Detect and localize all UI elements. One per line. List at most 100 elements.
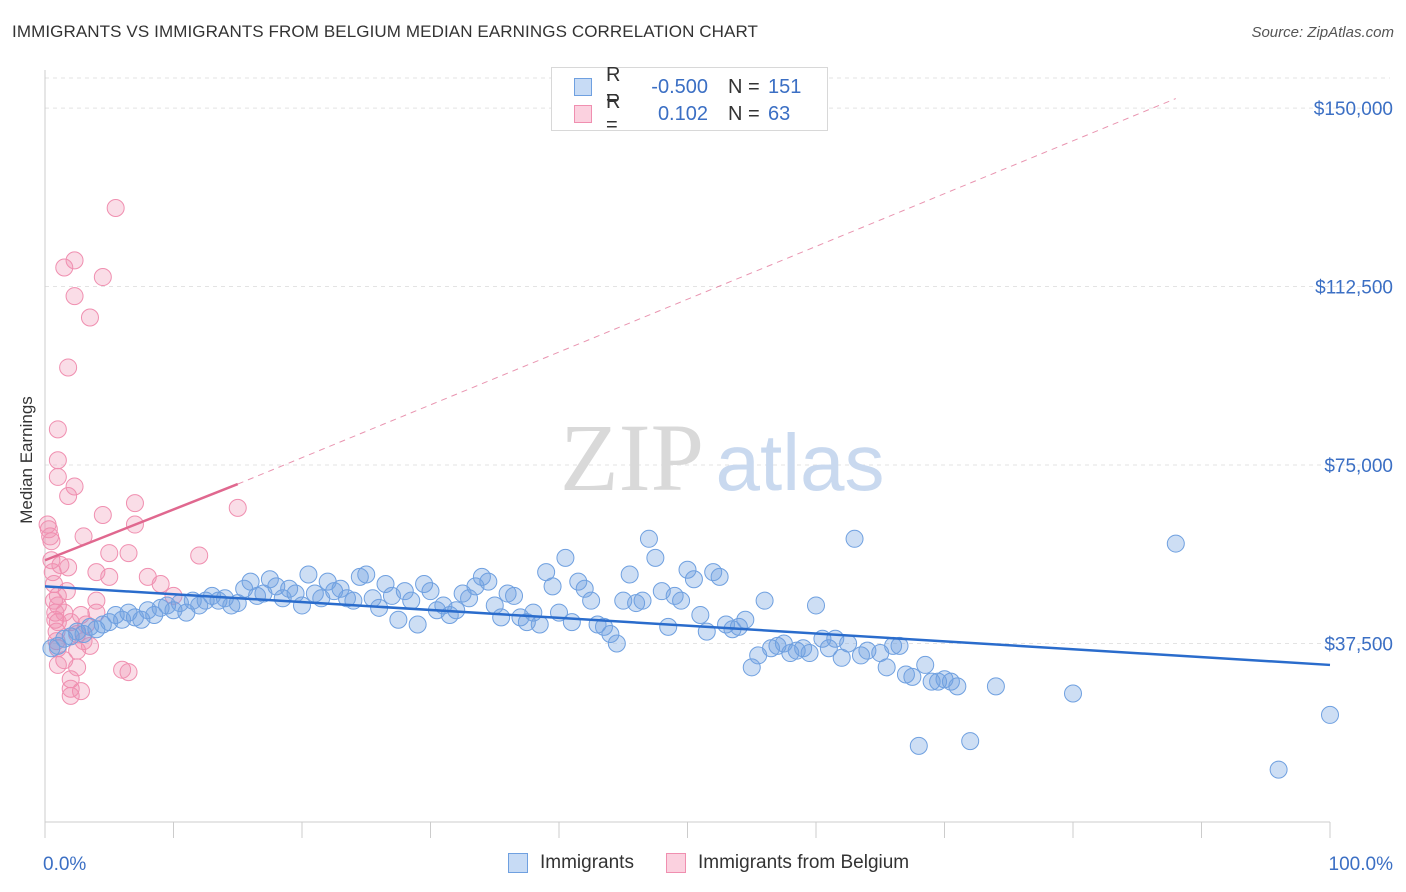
- data-point: [903, 667, 922, 686]
- axes: [44, 70, 1331, 838]
- data-point: [151, 575, 170, 594]
- data-point: [59, 558, 78, 577]
- data-point: [145, 605, 164, 624]
- data-point: [1321, 705, 1339, 724]
- data-point: [839, 634, 858, 653]
- data-point: [280, 579, 299, 598]
- legend-row-belgium: R = 0.102 N = 63: [574, 91, 818, 136]
- data-point: [492, 608, 511, 627]
- data-point: [408, 615, 427, 634]
- data-point: [395, 582, 414, 601]
- chart-title: IMMIGRANTS VS IMMIGRANTS FROM BELGIUM ME…: [12, 22, 759, 41]
- data-point: [93, 268, 112, 287]
- data-point: [909, 736, 928, 755]
- data-point: [479, 572, 498, 591]
- x-tick-label: 0.0%: [43, 854, 86, 875]
- data-point: [61, 613, 80, 632]
- data-point: [505, 586, 524, 605]
- data-point: [125, 494, 144, 513]
- x-tick-labels: 0.0% 100.0%: [43, 854, 1393, 875]
- legend-swatch-pink: [574, 105, 592, 123]
- legend-item-belgium[interactable]: Immigrants from Belgium: [665, 852, 910, 874]
- data-point: [742, 658, 761, 677]
- data-point: [684, 570, 703, 589]
- data-point: [819, 639, 838, 658]
- data-point: [633, 591, 652, 610]
- trend-lines: [44, 98, 1331, 667]
- data-point: [607, 634, 626, 653]
- stats-legend: R = -0.500 N = 151 R = 0.102 N = 63: [551, 64, 828, 136]
- legend-n-label: N =: [728, 75, 760, 98]
- series-immigrants-points: [42, 529, 1339, 779]
- data-point: [42, 532, 61, 551]
- data-point: [299, 565, 318, 584]
- data-point: [556, 548, 575, 567]
- data-point: [65, 251, 84, 270]
- trend-line: [237, 98, 1176, 485]
- data-point: [620, 565, 639, 584]
- trend-line: [44, 482, 239, 562]
- data-point: [665, 586, 684, 605]
- data-point: [80, 636, 99, 655]
- data-point: [659, 617, 678, 636]
- legend-r-value: -0.500: [651, 75, 708, 98]
- data-point: [65, 287, 84, 306]
- data-point: [293, 596, 311, 615]
- legend-label: Immigrants from Belgium: [697, 852, 910, 873]
- data-point: [948, 677, 967, 696]
- data-point: [472, 567, 491, 586]
- data-point: [119, 544, 138, 563]
- data-point: [794, 639, 813, 658]
- data-point: [93, 506, 112, 525]
- y-tick-label: $75,000: [1324, 456, 1393, 477]
- data-point: [331, 579, 350, 598]
- source-label: Source: ZipAtlas.com: [1251, 24, 1394, 41]
- data-point: [543, 577, 562, 596]
- data-point: [961, 732, 980, 751]
- data-point: [402, 591, 421, 610]
- data-point: [61, 686, 80, 705]
- data-point: [55, 258, 74, 277]
- data-point: [421, 582, 440, 601]
- data-point: [594, 617, 613, 636]
- y-tick-label: $112,500: [1315, 278, 1393, 299]
- data-point: [376, 575, 395, 594]
- data-point: [228, 498, 247, 517]
- data-point: [646, 548, 665, 567]
- data-point: [357, 565, 376, 584]
- data-point: [986, 677, 1005, 696]
- data-point: [691, 605, 710, 624]
- legend-swatch-pink: [665, 853, 686, 873]
- data-point: [582, 591, 601, 610]
- series-belgium-points: [38, 199, 247, 705]
- data-point: [48, 636, 67, 655]
- data-point: [48, 420, 67, 439]
- watermark-atlas: atlas: [716, 418, 885, 507]
- data-point: [59, 486, 78, 505]
- legend-item-immigrants[interactable]: Immigrants: [508, 852, 634, 874]
- data-point: [941, 672, 960, 691]
- data-point: [71, 682, 90, 701]
- data-point: [877, 658, 896, 677]
- data-point: [190, 546, 209, 565]
- data-point: [48, 655, 67, 674]
- legend-swatch-blue: [574, 78, 592, 96]
- data-point: [736, 610, 755, 629]
- data-point: [119, 663, 138, 682]
- data-point: [916, 655, 935, 674]
- data-point: [704, 563, 723, 582]
- data-point: [845, 529, 864, 548]
- data-point: [59, 358, 78, 377]
- grid-lines: [45, 77, 1390, 645]
- data-point: [851, 646, 870, 665]
- data-point: [601, 625, 620, 643]
- data-point: [530, 615, 549, 634]
- data-point: [68, 658, 87, 677]
- data-point: [100, 544, 119, 563]
- x-tick-label: 100.0%: [1329, 854, 1394, 875]
- data-point: [57, 582, 76, 601]
- data-point: [100, 567, 119, 586]
- y-tick-label: $37,500: [1324, 635, 1393, 656]
- data-point: [710, 567, 729, 586]
- series-legend: Immigrants Immigrants from Belgium: [508, 852, 941, 874]
